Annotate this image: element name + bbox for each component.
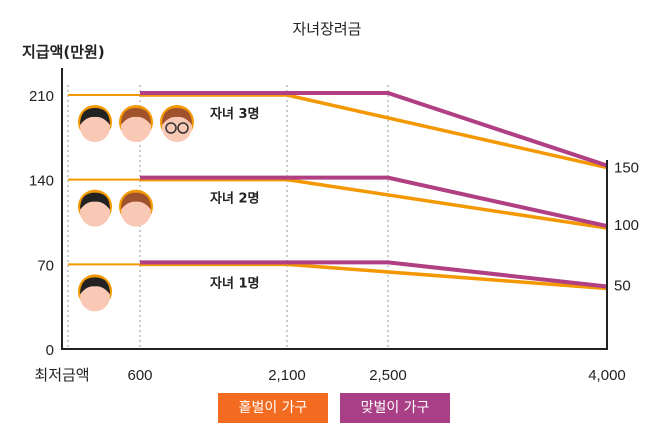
icon-hair (162, 108, 192, 125)
icon-face (162, 112, 192, 142)
boy-icon (78, 105, 112, 142)
right-tick-label: 50 (614, 278, 631, 295)
icon-face (80, 112, 110, 142)
icon-face (80, 196, 110, 227)
icon-glasses (165, 122, 177, 134)
right-tick-label: 150 (614, 160, 639, 177)
x-tick-label: 2,500 (369, 367, 407, 384)
x-tick-label: 4,000 (588, 367, 626, 384)
dual-earner-line (140, 91, 608, 168)
legend-dual-earner: 맞벌이 가구 (340, 393, 450, 423)
right-tick-label: 100 (614, 217, 639, 234)
girl-icon (119, 105, 153, 142)
group-label: 자녀 1명 (210, 275, 259, 291)
icon-face (121, 196, 151, 227)
icon-face (121, 112, 151, 142)
dual-earner-line (140, 260, 608, 289)
icon-face (80, 281, 110, 312)
icon-hair (121, 192, 151, 210)
dual-earner-line (140, 175, 608, 229)
girl-icon (119, 189, 153, 227)
icon-hair (80, 277, 110, 295)
icon-glasses (177, 122, 189, 134)
legend-single-earner: 홑벌이 가구 (218, 393, 328, 423)
x-tick-label: 2,100 (268, 367, 306, 384)
y-tick-label: 140 (29, 173, 54, 190)
y-axis-label: 지급액(만원) (22, 43, 105, 61)
group-label: 자녀 3명 (210, 106, 259, 122)
boy-icon (78, 274, 112, 312)
y-tick-label: 70 (37, 257, 54, 274)
chart-title: 자녀장려금 (292, 20, 361, 38)
y-tick-label: 0 (46, 342, 54, 359)
group-label: 자녀 2명 (210, 191, 259, 207)
single-earner-line (140, 93, 608, 170)
glasses-kid-icon (160, 105, 194, 142)
boy-icon (78, 189, 112, 227)
icon-hair (80, 192, 110, 210)
icon-hair (121, 108, 151, 125)
x-tick-label: 600 (127, 367, 152, 384)
x-tick-label: 최저금액 (34, 367, 89, 384)
y-tick-label: 210 (29, 88, 54, 105)
icon-hair (80, 108, 110, 125)
